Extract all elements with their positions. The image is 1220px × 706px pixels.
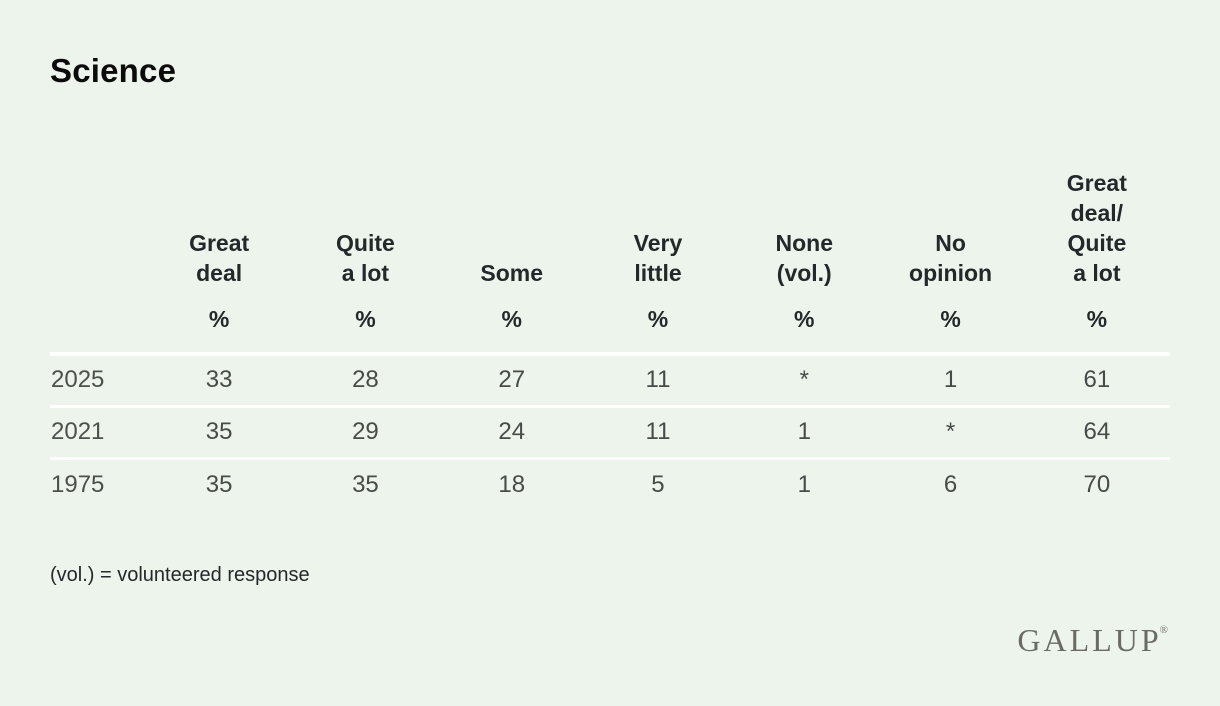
table-row-2021: 2021 35 29 24 11 1 * 64 [50, 406, 1170, 458]
table-header: Great deal Quite a lot Some Very little … [50, 168, 1170, 354]
unit-cell: % [1086, 306, 1108, 332]
value-cell: 29 [352, 418, 379, 445]
value-cell: * [945, 418, 956, 445]
value-cell: 35 [205, 470, 233, 498]
value-cell: 33 [205, 366, 233, 394]
table-row-1975: 1975 35 35 18 5 1 6 70 [50, 458, 1170, 510]
column-header-very-little: Very little [633, 230, 683, 286]
value-cell: 35 [205, 418, 233, 445]
column-header-quite-a-lot: Quite a lot [336, 230, 395, 286]
value-cell: 1 [943, 366, 958, 394]
corner-cell [50, 168, 146, 288]
value-cell: 11 [645, 366, 671, 394]
column-header-none-vol: None (vol.) [775, 230, 834, 286]
year-cell: 2021 [51, 418, 105, 445]
value-cell: 6 [943, 470, 958, 498]
year-cell: 1975 [51, 470, 105, 498]
value-cell: 11 [645, 418, 671, 445]
gallup-logo: GALLUP® [1017, 622, 1170, 659]
table-row-2025: 2025 33 28 27 11 * 1 61 [50, 354, 1170, 406]
year-cell: 2025 [51, 366, 105, 394]
value-cell: 1 [797, 418, 811, 445]
corner-cell [50, 288, 146, 354]
registered-trademark-icon: ® [1159, 624, 1168, 636]
column-header-some: Some [480, 260, 544, 286]
unit-cell: % [647, 306, 669, 332]
value-cell: * [799, 366, 809, 394]
unit-cell: % [355, 306, 376, 332]
unit-row: % % % % % % % [50, 288, 1170, 354]
science-confidence-table: Great deal Quite a lot Some Very little … [50, 168, 1170, 510]
unit-cell: % [208, 306, 230, 332]
gallup-logo-text: GALLUP [1017, 622, 1162, 658]
value-cell: 1 [797, 470, 811, 498]
table-body: 2025 33 28 27 11 * 1 61 2021 35 29 24 11… [50, 354, 1170, 510]
column-header-row: Great deal Quite a lot Some Very little … [50, 168, 1170, 288]
unit-cell: % [940, 306, 961, 332]
value-cell: 27 [498, 366, 526, 394]
value-cell: 70 [1083, 470, 1111, 498]
unit-cell: % [501, 306, 522, 332]
value-cell: 35 [352, 470, 379, 498]
footnote: (vol.) = volunteered response [50, 564, 310, 586]
value-cell: 24 [498, 418, 526, 445]
page-title: Science [50, 52, 177, 89]
unit-cell: % [794, 306, 815, 332]
value-cell: 28 [352, 366, 379, 394]
column-header-no-opinion: No opinion [909, 230, 993, 286]
column-header-great-deal-quite-a-lot: Great deal/ Quite a lot [1066, 170, 1127, 286]
value-cell: 5 [651, 470, 665, 498]
column-header-great-deal: Great deal [189, 230, 250, 286]
value-cell: 61 [1083, 366, 1111, 394]
value-cell: 18 [498, 470, 526, 498]
value-cell: 64 [1083, 418, 1111, 445]
